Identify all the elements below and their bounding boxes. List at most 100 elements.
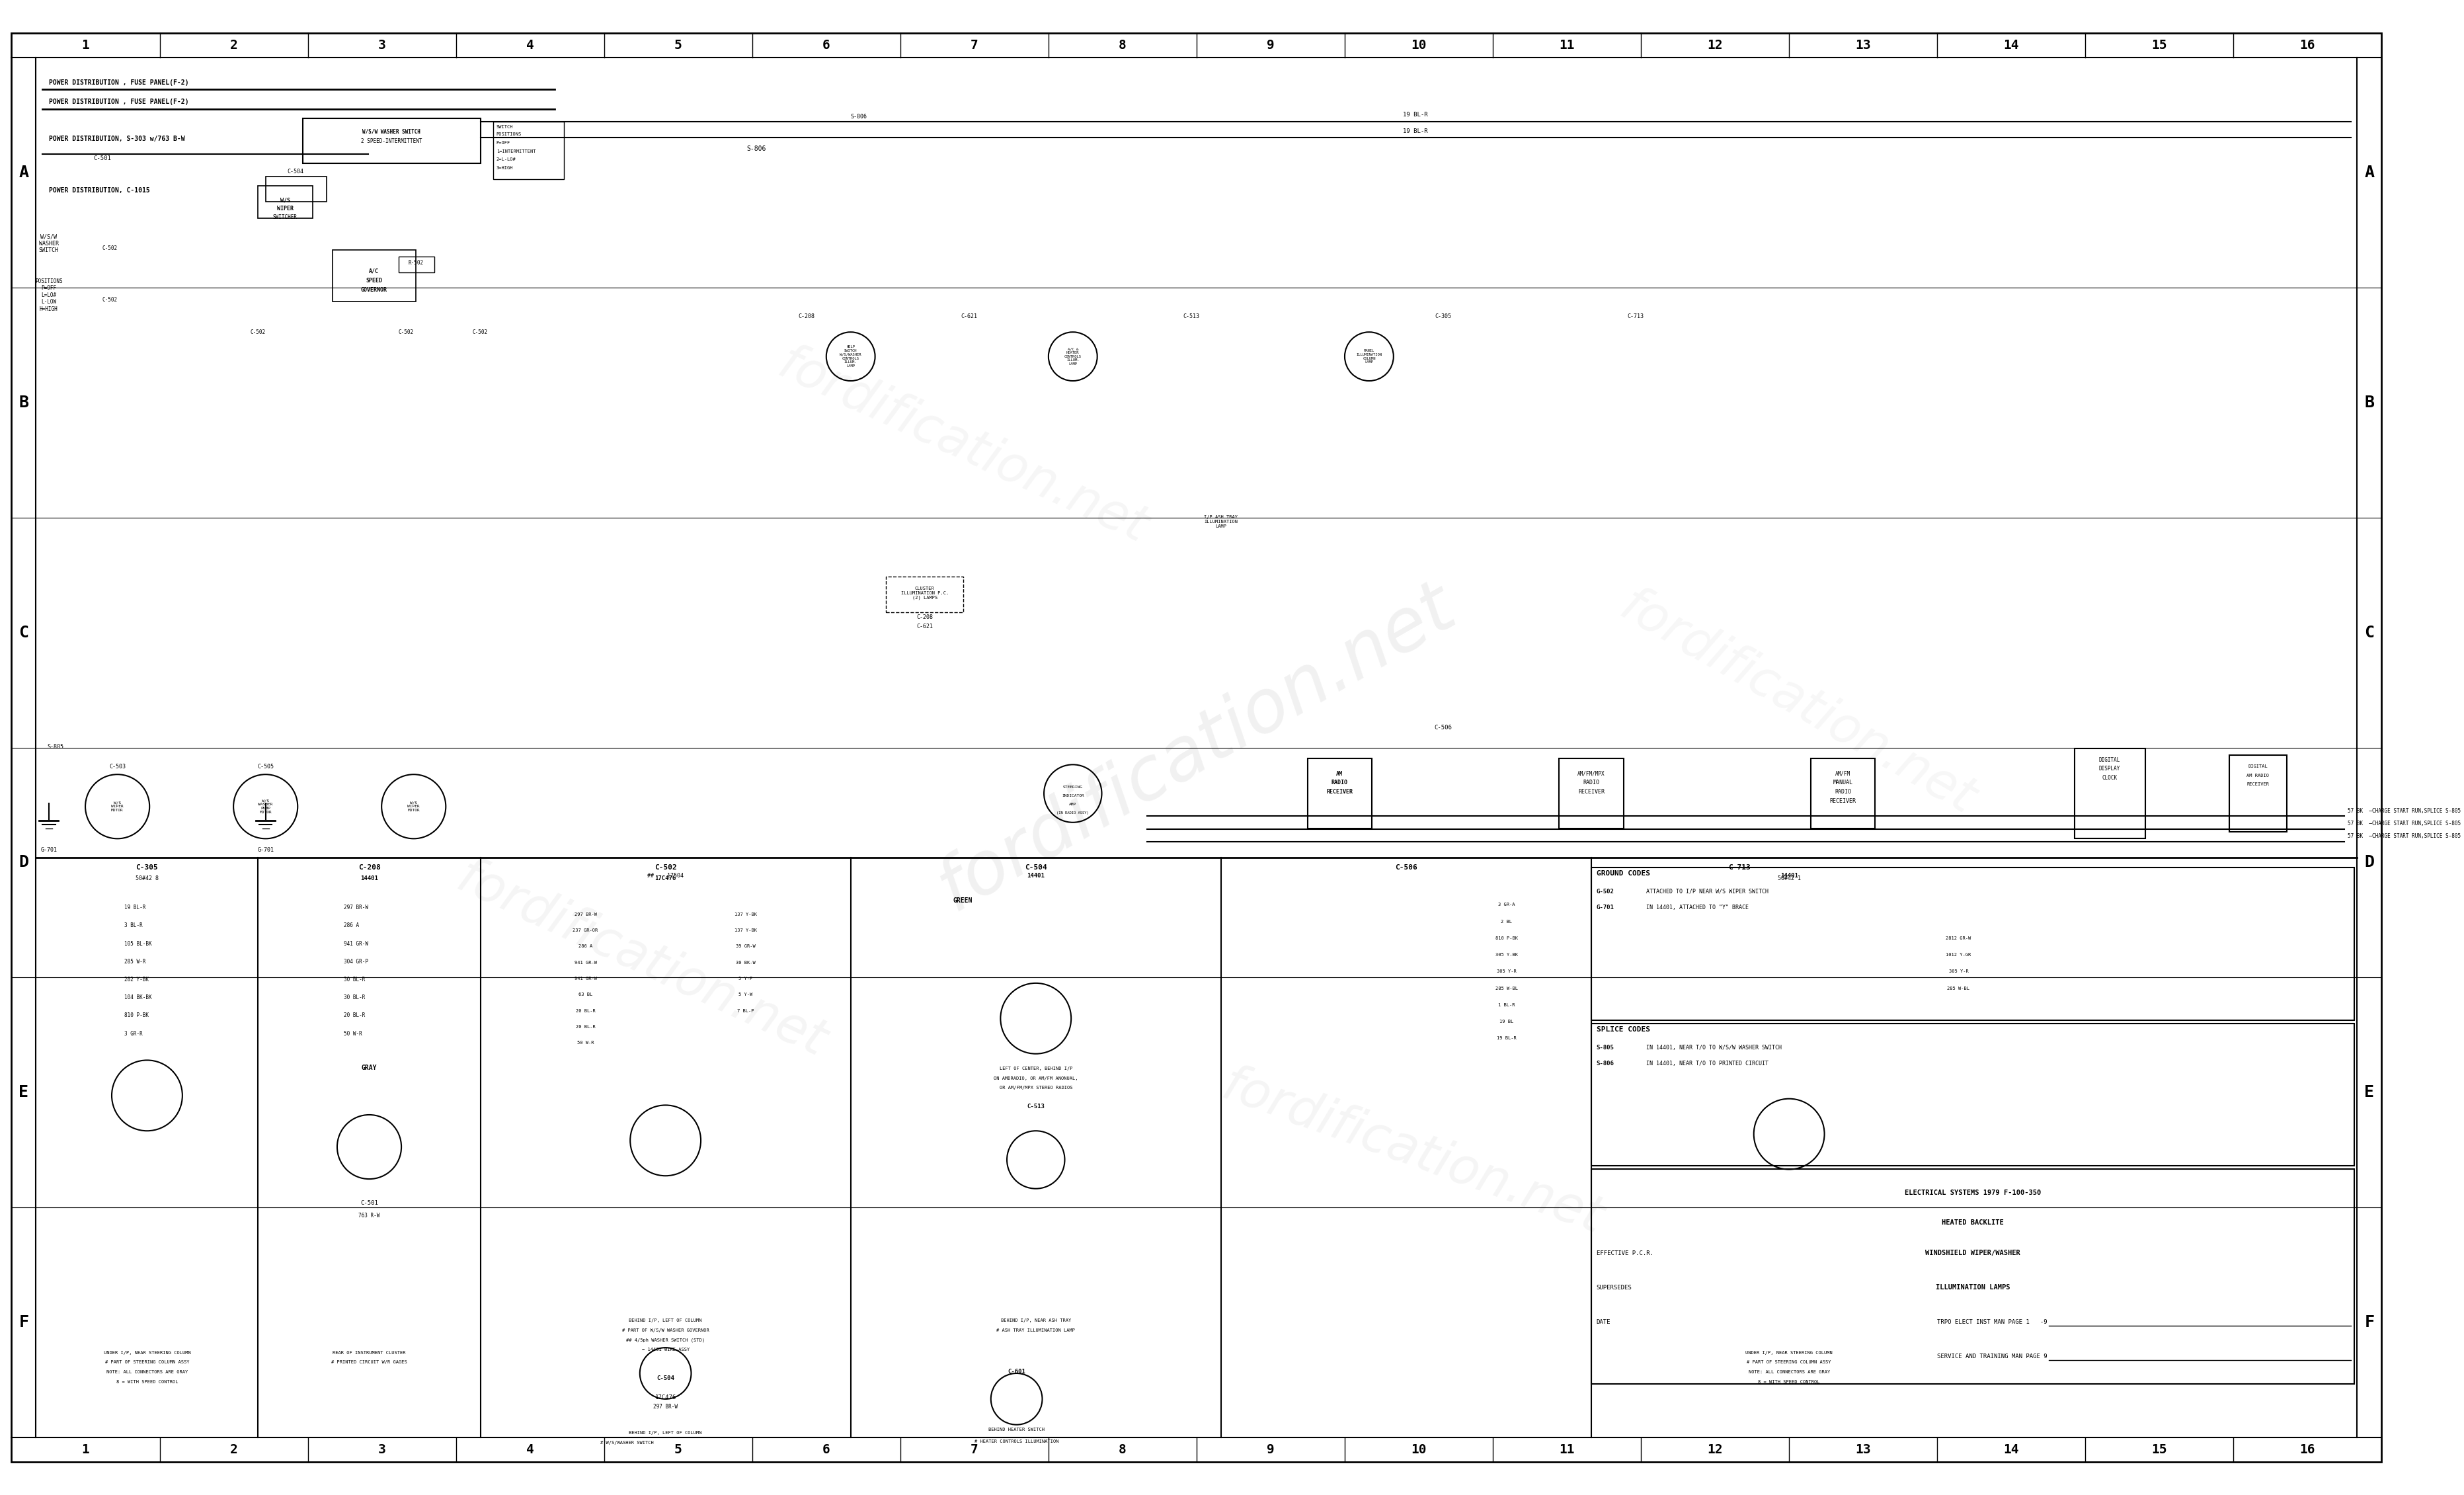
Text: 11: 11 (1560, 1444, 1574, 1456)
Text: fordification.net: fordification.net (771, 339, 1156, 553)
Text: BEHIND I/P, NEAR ASH TRAY: BEHIND I/P, NEAR ASH TRAY (1000, 1319, 1072, 1323)
Bar (2075, 749, 2146, 839)
Text: 6: 6 (823, 1444, 830, 1456)
Text: 4: 4 (527, 1444, 535, 1456)
Text: 5: 5 (675, 1444, 683, 1456)
Text: RECEIVER: RECEIVER (2247, 782, 2269, 786)
Text: 12: 12 (1708, 39, 1722, 51)
Text: W/S
WIPER
MOTOR: W/S WIPER MOTOR (407, 801, 419, 812)
Text: C-621: C-621 (917, 623, 934, 629)
Text: MANUAL: MANUAL (1833, 780, 1853, 786)
Text: C-504: C-504 (655, 1375, 675, 1381)
Text: OR AM/FM/MPX STEREO RADIOS: OR AM/FM/MPX STEREO RADIOS (1000, 1085, 1072, 1090)
Bar (1592, 1024, 2353, 1166)
Text: G-701: G-701 (39, 846, 57, 852)
Text: 285 W-BL: 285 W-BL (1496, 987, 1518, 990)
Text: 305 Y-BK: 305 Y-BK (1496, 952, 1518, 957)
Text: C-713: C-713 (1629, 314, 1643, 320)
Text: 137 Y-BK: 137 Y-BK (734, 928, 756, 933)
Text: 57 BK  ─CHARGE START RUN,SPLICE S-805: 57 BK ─CHARGE START RUN,SPLICE S-805 (2348, 807, 2462, 813)
Text: S-805: S-805 (47, 745, 64, 750)
Text: POSITIONS: POSITIONS (495, 133, 522, 136)
Bar (266, 176, 328, 202)
Text: R-502: R-502 (409, 260, 424, 266)
Text: S-806: S-806 (850, 114, 867, 120)
Text: 15: 15 (2151, 39, 2168, 51)
Text: SPLICE CODES: SPLICE CODES (1597, 1026, 1651, 1033)
Text: A: A (2365, 164, 2375, 181)
Text: POWER DISTRIBUTION, C-1015: POWER DISTRIBUTION, C-1015 (49, 187, 150, 194)
Text: 19 BL-R: 19 BL-R (1402, 129, 1429, 135)
Text: 3 GR-R: 3 GR-R (126, 1030, 143, 1036)
Text: 14401: 14401 (360, 876, 377, 882)
Text: 9: 9 (1266, 39, 1274, 51)
Text: # HEATER CONTROLS ILLUMINATION: # HEATER CONTROLS ILLUMINATION (973, 1440, 1060, 1443)
Text: F: F (2365, 1314, 2375, 1331)
Bar (399, 257, 434, 272)
Text: ELECTRICAL SYSTEMS 1979 F-100-350: ELECTRICAL SYSTEMS 1979 F-100-350 (1905, 1189, 2040, 1196)
Text: 19 BL-R: 19 BL-R (1402, 112, 1429, 118)
Text: POSITIONS
P=OFF
L=LO#
L-LOW
H=HIGH: POSITIONS P=OFF L=LO# L-LOW H=HIGH (34, 278, 62, 312)
Text: C-501: C-501 (94, 155, 111, 161)
Text: W/S/W WASHER SWITCH: W/S/W WASHER SWITCH (362, 129, 421, 135)
Text: D: D (2365, 855, 2375, 870)
Text: 16: 16 (2299, 1444, 2316, 1456)
Text: W/S
WASHER
PUMP
MOTOR: W/S WASHER PUMP MOTOR (259, 800, 274, 813)
Text: S-805: S-805 (1597, 1045, 1614, 1051)
Text: 4: 4 (527, 39, 535, 51)
Text: GROUND CODES: GROUND CODES (1597, 870, 1651, 876)
Text: CLUSTER
ILLUMINATION P.C.
(2) LAMPS: CLUSTER ILLUMINATION P.C. (2) LAMPS (902, 586, 949, 599)
Text: A: A (20, 164, 30, 181)
Text: C-503: C-503 (108, 764, 126, 770)
Text: 297 BR-W: 297 BR-W (342, 904, 367, 910)
Text: 2 SPEED-INTERMITTENT: 2 SPEED-INTERMITTENT (360, 138, 421, 144)
Text: TRPO ELECT INST MAN PAGE 1   -9: TRPO ELECT INST MAN PAGE 1 -9 (1937, 1319, 2048, 1325)
Text: DATE: DATE (1597, 1319, 1611, 1325)
Text: GRAY: GRAY (362, 1064, 377, 1070)
Text: HELP
SWITCH
W/S/WASHER
CONTROLS
ILLUM.
LAMP: HELP SWITCH W/S/WASHER CONTROLS ILLUM. L… (840, 345, 862, 368)
Text: 14401: 14401 (1779, 873, 1799, 879)
Text: RECEIVER: RECEIVER (1831, 798, 1855, 804)
Text: 9: 9 (1266, 1444, 1274, 1456)
Text: 104 BK-BK: 104 BK-BK (126, 994, 153, 1000)
Text: C-506: C-506 (1434, 725, 1451, 731)
Text: fordification.net: fordification.net (1215, 1061, 1609, 1244)
Text: 5 Y-W: 5 Y-W (739, 993, 752, 997)
Text: G-701: G-701 (1597, 904, 1614, 910)
Text: INDICATOR: INDICATOR (1062, 794, 1084, 797)
Text: STEERING: STEERING (1062, 786, 1082, 789)
Bar (887, 577, 963, 611)
Text: fordification.net: fordification.net (1611, 582, 1984, 825)
Text: 304 GR-P: 304 GR-P (342, 958, 367, 964)
Text: 810 P-BK: 810 P-BK (1496, 936, 1518, 940)
Bar (1592, 867, 2353, 1021)
Text: C-502: C-502 (655, 864, 678, 870)
Text: RADIO: RADIO (1331, 780, 1348, 786)
Text: C-502: C-502 (399, 329, 414, 335)
Text: (IN RADIO ASSY): (IN RADIO ASSY) (1057, 812, 1089, 815)
Text: 2 BL: 2 BL (1501, 919, 1513, 924)
Text: G-502: G-502 (1597, 888, 1614, 894)
Text: REAR OF INSTRUMENT CLUSTER: REAR OF INSTRUMENT CLUSTER (333, 1351, 407, 1354)
Text: I/P ASH TRAY
ILLUMINATION
LAMP: I/P ASH TRAY ILLUMINATION LAMP (1205, 516, 1237, 528)
Text: C-713: C-713 (1727, 864, 1749, 870)
Bar (2230, 755, 2287, 833)
Text: S-806: S-806 (747, 145, 766, 152)
Text: 19 BL: 19 BL (1501, 1020, 1513, 1024)
Text: LEFT OF CENTER, BEHIND I/P: LEFT OF CENTER, BEHIND I/P (1000, 1066, 1072, 1070)
Text: 941 GR-W: 941 GR-W (574, 976, 596, 981)
Text: C-505: C-505 (256, 764, 274, 770)
Text: fordification.net: fordification.net (451, 852, 835, 1067)
Text: IN 14401, NEAR T/O TO PRINTED CIRCUIT: IN 14401, NEAR T/O TO PRINTED CIRCUIT (1646, 1061, 1769, 1067)
Text: 137 Y-BK: 137 Y-BK (734, 912, 756, 916)
Text: 50#42 1: 50#42 1 (1777, 876, 1801, 882)
Text: 1=INTERMITTENT: 1=INTERMITTENT (495, 150, 535, 152)
Text: C-621: C-621 (961, 314, 978, 320)
Text: BEHIND I/P, LEFT OF COLUMN: BEHIND I/P, LEFT OF COLUMN (628, 1431, 702, 1435)
Text: UNDER I/P, NEAR STEERING COLUMN: UNDER I/P, NEAR STEERING COLUMN (1745, 1351, 1833, 1354)
Text: DIGITAL: DIGITAL (2099, 756, 2122, 762)
Text: RADIO: RADIO (1582, 780, 1599, 786)
Text: BEHIND I/P, LEFT OF COLUMN: BEHIND I/P, LEFT OF COLUMN (628, 1319, 702, 1323)
Text: 286 A: 286 A (579, 945, 591, 948)
Text: 3: 3 (377, 39, 387, 51)
